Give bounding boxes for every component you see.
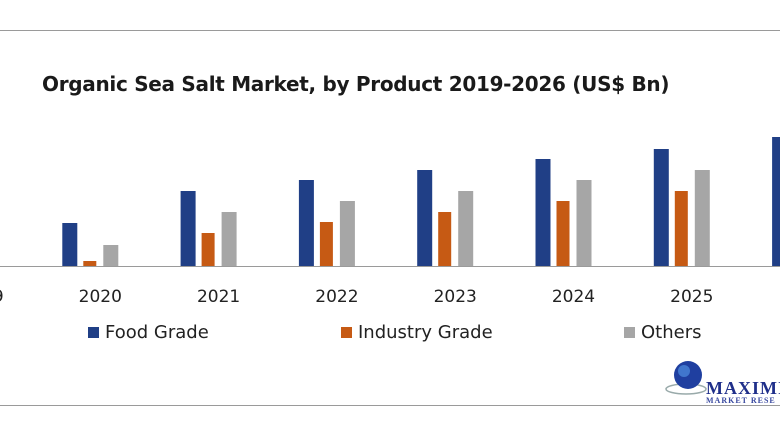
legend-label: Food Grade: [105, 322, 209, 343]
bar-industry-grade-2025: [674, 191, 688, 266]
bar-food-grade-2020: [62, 223, 78, 266]
bar-others-2021: [221, 212, 237, 266]
legend-industry-grade: Industry Grade: [341, 322, 493, 343]
logo-subtext: MARKET RESE: [706, 396, 776, 405]
x-tick-label: 2025: [670, 287, 713, 307]
frame-bottom-line: [0, 405, 780, 406]
x-tick-label: 2021: [197, 287, 240, 307]
logo-text: MAXIMI: [706, 378, 780, 398]
bar-industry-grade-2022: [319, 222, 333, 266]
bar-food-grade-2025: [653, 149, 669, 266]
chart-title: Organic Sea Salt Market, by Product 2019…: [42, 72, 670, 96]
bar-others-2024: [576, 180, 592, 266]
x-tick-label: 2023: [434, 287, 477, 307]
x-tick-label: 2022: [315, 287, 358, 307]
x-tick-label: 2020: [79, 287, 122, 307]
bar-food-grade-2021: [180, 191, 196, 266]
bar-others-2023: [458, 191, 474, 266]
bar-food-grade-2024: [535, 159, 551, 266]
bar-others-2020: [103, 245, 119, 266]
bar-food-grade-2022: [298, 180, 314, 266]
bar-food-grade-2026: [772, 137, 780, 266]
legend-food-grade: Food Grade: [88, 322, 209, 343]
legend-others: Others: [624, 322, 702, 343]
x-tick-label: 2024: [552, 287, 595, 307]
frame-top-line: [0, 30, 780, 31]
bar-food-grade-2023: [417, 170, 433, 266]
legend-label: Industry Grade: [358, 322, 493, 343]
globe-logo-icon: [665, 361, 707, 395]
bar-industry-grade-2020: [83, 261, 97, 266]
bar-industry-grade-2024: [556, 201, 570, 266]
legend-label: Others: [641, 322, 702, 343]
x-tick-label: 2019: [0, 287, 4, 307]
bar-industry-grade-2023: [438, 212, 452, 266]
bar-industry-grade-2021: [201, 233, 215, 266]
legend-swatch: [624, 327, 635, 338]
bar-others-2022: [339, 201, 355, 266]
bar-others-2025: [694, 170, 710, 266]
legend-swatch: [341, 327, 352, 338]
legend-swatch: [88, 327, 99, 338]
